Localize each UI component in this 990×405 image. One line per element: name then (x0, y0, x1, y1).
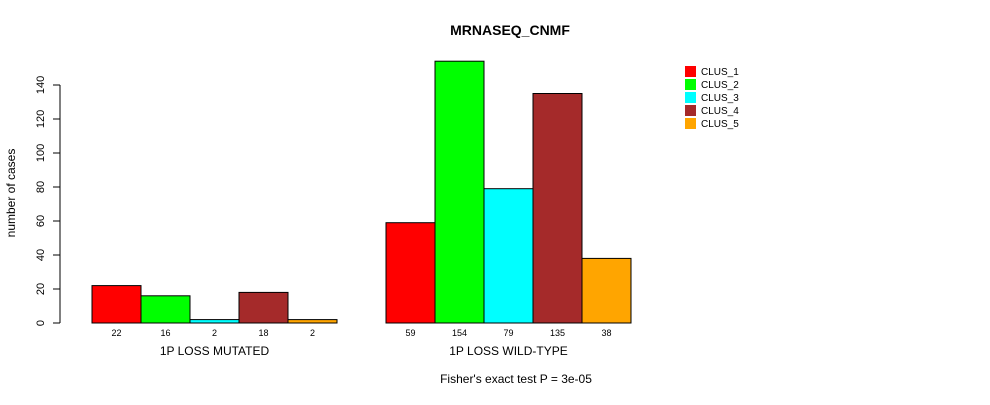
legend-label: CLUS_5 (701, 119, 739, 130)
y-axis-label: number of cases (4, 149, 18, 238)
bar-value-label: 18 (258, 328, 268, 338)
value-labels: 22 16 2 18 2 59 154 79 135 38 (111, 328, 611, 338)
bar-clus-3-group-1 (189, 319, 240, 324)
bar-clus-2-group-1 (140, 295, 191, 324)
group-label-1: 1P LOSS MUTATED (160, 344, 270, 358)
legend-label: CLUS_1 (701, 67, 739, 78)
bar-value-label: 38 (601, 328, 611, 338)
bar-clus-1-group-1 (91, 285, 142, 324)
legend-swatch-clus-4 (685, 105, 696, 116)
legend-swatch-clus-3 (685, 92, 696, 103)
bar-value-label: 22 (111, 328, 121, 338)
fisher-test-footnote: Fisher's exact test P = 3e-05 (440, 372, 592, 386)
bar-clus-1-group-2 (385, 222, 436, 324)
bar-value-label: 2 (310, 328, 315, 338)
chart-title: MRNASEQ_CNMF (450, 22, 570, 38)
bar-value-label: 59 (405, 328, 415, 338)
y-tick-label: 80 (35, 181, 47, 193)
bar-clus-5-group-2 (581, 257, 632, 324)
y-tick-label: 100 (35, 144, 47, 162)
legend-label: CLUS_2 (701, 80, 739, 91)
legend-label: CLUS_4 (701, 106, 739, 117)
group-label-2: 1P LOSS WILD-TYPE (449, 344, 567, 358)
bar-value-label: 2 (212, 328, 217, 338)
legend: CLUS_1 CLUS_2 CLUS_3 CLUS_4 CLUS_5 (685, 66, 739, 130)
bar-value-label: 16 (160, 328, 170, 338)
legend-label: CLUS_3 (701, 93, 739, 104)
bar-clus-4-group-1 (238, 291, 289, 324)
y-tick-label: 40 (35, 249, 47, 261)
y-tick-label: 140 (35, 76, 47, 94)
bar-value-label: 154 (452, 328, 467, 338)
y-tick-label: 0 (35, 320, 47, 326)
legend-swatch-clus-2 (685, 79, 696, 90)
bar-clus-4-group-2 (532, 93, 583, 324)
legend-swatch-clus-1 (685, 66, 696, 77)
legend-swatch-clus-5 (685, 118, 696, 129)
y-axis: 0 20 40 60 80 100 120 140 (35, 76, 61, 326)
bars (91, 60, 632, 324)
bar-clus-2-group-2 (434, 60, 485, 324)
bar-value-label: 135 (550, 328, 565, 338)
bar-clus-3-group-2 (483, 188, 534, 324)
y-tick-label: 20 (35, 283, 47, 295)
group-labels: 1P LOSS MUTATED 1P LOSS WILD-TYPE (160, 344, 568, 358)
y-tick-label: 60 (35, 215, 47, 227)
bar-clus-5-group-1 (287, 319, 338, 324)
y-tick-label: 120 (35, 110, 47, 128)
bar-value-label: 79 (503, 328, 513, 338)
